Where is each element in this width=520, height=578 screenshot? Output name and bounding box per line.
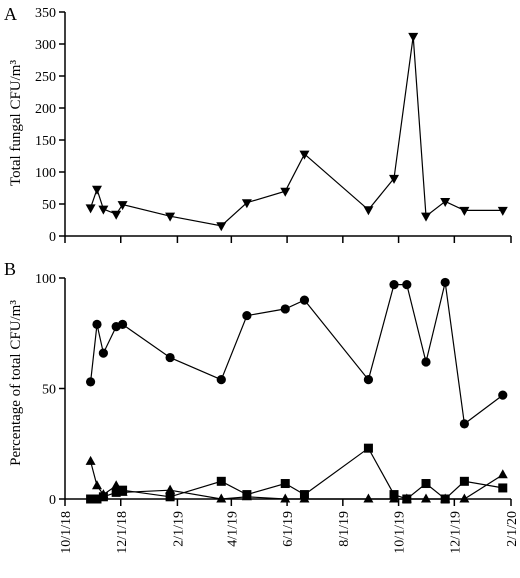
y-tick-label: 0 bbox=[49, 230, 56, 245]
data-point-triangle-down bbox=[497, 206, 508, 216]
data-point-triangle-down bbox=[280, 187, 291, 197]
data-point-triangle-up bbox=[241, 491, 252, 501]
data-point-triangle-down bbox=[117, 201, 128, 211]
x-tick-label: 2/1/20 bbox=[505, 511, 520, 547]
data-point-square bbox=[459, 476, 469, 486]
data-point-circle bbox=[440, 277, 450, 288]
data-point-triangle-down bbox=[241, 199, 252, 209]
data-point-circle bbox=[498, 390, 508, 400]
data-point-triangle-up bbox=[85, 455, 96, 465]
data-point-triangle-up bbox=[401, 493, 412, 503]
data-point-triangle-up bbox=[389, 493, 400, 503]
data-point-circle bbox=[402, 280, 412, 290]
data-point-circle bbox=[165, 352, 175, 363]
data-point-triangle-up bbox=[280, 493, 291, 503]
series-1-line bbox=[90, 282, 504, 425]
y-tick-label: 50 bbox=[42, 198, 56, 213]
data-point-triangle-up bbox=[497, 469, 508, 479]
data-point-circle bbox=[85, 377, 96, 387]
data-point-triangle-up bbox=[299, 493, 310, 503]
data-point-triangle-down bbox=[421, 212, 432, 222]
y-tick-label: 300 bbox=[35, 38, 56, 53]
data-point-square bbox=[86, 494, 96, 504]
data-point-circle bbox=[421, 357, 431, 367]
data-point-triangle-up bbox=[111, 480, 122, 490]
data-point-circle bbox=[98, 348, 108, 358]
data-point-triangle-up bbox=[165, 484, 176, 494]
x-tick-label: 10/1/19 bbox=[393, 511, 408, 554]
data-point-square bbox=[165, 492, 175, 502]
data-point-triangle-up bbox=[440, 493, 451, 503]
data-point-triangle-up bbox=[421, 493, 432, 503]
data-point-circle bbox=[459, 419, 469, 429]
data-point-square bbox=[421, 479, 431, 489]
data-point-triangle-down bbox=[389, 174, 400, 184]
data-point-circle bbox=[299, 295, 310, 305]
data-point-triangle-up bbox=[117, 486, 128, 496]
x-tick-label: 12/1/18 bbox=[115, 511, 130, 554]
data-point-circle bbox=[363, 375, 374, 385]
panel-a-plot: 0 50 100 150 200 250 300 350 bbox=[35, 6, 512, 245]
data-point-square bbox=[280, 479, 290, 489]
data-point-circle bbox=[117, 319, 128, 330]
series-3-line bbox=[90, 461, 504, 500]
series-1-line bbox=[90, 36, 503, 227]
data-point-triangle-down bbox=[165, 212, 176, 222]
data-point-circle bbox=[216, 375, 226, 385]
data-point-triangle-down bbox=[111, 210, 122, 220]
data-point-square bbox=[498, 483, 508, 493]
data-point-square bbox=[363, 443, 373, 453]
data-point-square bbox=[216, 476, 226, 486]
data-point-triangle-up bbox=[459, 493, 470, 503]
data-point-triangle-down bbox=[363, 206, 374, 216]
data-point-circle bbox=[280, 304, 290, 314]
y-tick-label: 100 bbox=[35, 272, 56, 287]
data-point-square bbox=[92, 494, 102, 504]
data-point-triangle-up bbox=[216, 493, 227, 503]
y-tick-label: 0 bbox=[49, 493, 56, 508]
y-tick-label: 50 bbox=[42, 383, 56, 398]
panel-b-letter: B bbox=[4, 259, 16, 279]
x-tick-label: 8/1/19 bbox=[337, 511, 352, 547]
data-point-triangle-up bbox=[363, 493, 374, 503]
data-point-triangle-down bbox=[85, 204, 96, 214]
y-tick-label: 350 bbox=[35, 6, 56, 21]
y-tick-label: 250 bbox=[35, 70, 56, 85]
data-point-triangle-down bbox=[91, 185, 102, 195]
data-point-triangle-down bbox=[459, 206, 470, 216]
data-point-circle bbox=[92, 319, 102, 330]
x-tick-label: 4/1/19 bbox=[225, 511, 240, 547]
panel-a-letter: A bbox=[4, 4, 17, 24]
y-tick-label: 200 bbox=[35, 102, 56, 117]
panel-a-y-axis-title: Total fungal CFU/m³ bbox=[8, 60, 24, 186]
data-point-triangle-down bbox=[216, 222, 227, 232]
data-point-circle bbox=[242, 310, 252, 321]
data-point-circle bbox=[389, 280, 399, 290]
y-tick-label: 100 bbox=[35, 166, 56, 181]
x-tick-label: 10/1/18 bbox=[59, 511, 74, 554]
data-point-triangle-down bbox=[408, 32, 419, 42]
x-tick-label: 6/1/19 bbox=[281, 511, 296, 547]
x-tick-label: 2/1/19 bbox=[171, 511, 186, 547]
data-point-triangle-down bbox=[440, 197, 451, 207]
panel-b-y-axis-title: Percentage of total CFU/m³ bbox=[8, 300, 24, 466]
data-point-triangle-up bbox=[98, 489, 109, 499]
x-tick-label: 12/1/19 bbox=[448, 511, 463, 554]
data-point-triangle-down bbox=[299, 150, 310, 160]
data-point-triangle-up bbox=[91, 480, 102, 490]
panel-b-plot: 0 50 100 10/1/18 12/1/18 2/1/19 4/1/19 6/1/19 8/… bbox=[35, 272, 520, 554]
y-tick-label: 150 bbox=[35, 134, 56, 149]
data-point-triangle-down bbox=[98, 205, 109, 215]
data-point-square bbox=[111, 487, 121, 497]
